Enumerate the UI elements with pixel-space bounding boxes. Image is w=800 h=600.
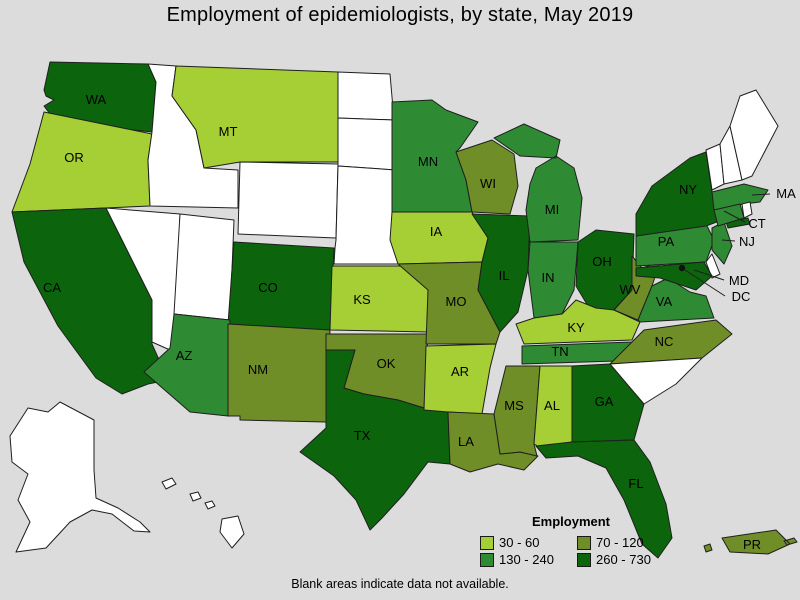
legend-grid: 30 - 60 70 - 120 130 - 240 260 - 730 xyxy=(480,536,715,567)
state-label-LA: LA xyxy=(458,434,474,449)
legend-swatch xyxy=(577,553,591,567)
state-label-IA: IA xyxy=(430,224,443,239)
state-label-TX: TX xyxy=(354,428,371,443)
legend-range-label: 30 - 60 xyxy=(499,535,540,550)
state-label-TN: TN xyxy=(551,344,568,359)
legend-swatch xyxy=(577,536,591,550)
state-WI xyxy=(455,139,519,215)
legend-item: 260 - 730 xyxy=(577,553,715,567)
state-label-DC: DC xyxy=(732,289,751,304)
state-FL xyxy=(535,439,673,559)
state-label-MT: MT xyxy=(219,124,238,139)
legend-item: 30 - 60 xyxy=(480,536,577,550)
state-label-MD: MD xyxy=(729,273,749,288)
state-PR xyxy=(703,529,798,555)
state-MI xyxy=(493,123,583,243)
state-label-GA: GA xyxy=(595,394,614,409)
state-label-NY: NY xyxy=(679,182,697,197)
footnote: Blank areas indicate data not available. xyxy=(291,577,509,591)
state-NC xyxy=(609,319,733,365)
state-label-KY: KY xyxy=(567,320,585,335)
state-label-MO: MO xyxy=(446,294,467,309)
state-RI xyxy=(741,201,753,219)
state-CO xyxy=(227,241,335,331)
state-VA xyxy=(637,277,715,323)
state-label-CO: CO xyxy=(258,280,278,295)
chart-title: Employment of epidemiologists, by state,… xyxy=(166,4,634,26)
state-label-MN: MN xyxy=(418,154,438,169)
state-label-MS: MS xyxy=(504,398,524,413)
state-label-OH: OH xyxy=(592,254,612,269)
state-label-WV: WV xyxy=(620,282,641,297)
callout-line-MA xyxy=(751,193,771,196)
state-label-KS: KS xyxy=(353,292,371,307)
state-ME xyxy=(729,89,779,181)
state-label-NC: NC xyxy=(655,334,674,349)
state-label-OR: OR xyxy=(64,150,84,165)
state-AR xyxy=(423,343,497,415)
legend-range-label: 130 - 240 xyxy=(499,552,554,567)
state-AK xyxy=(9,401,151,553)
state-label-NM: NM xyxy=(248,362,268,377)
state-SD xyxy=(337,117,399,171)
legend-item: 130 - 240 xyxy=(480,553,577,567)
state-HI xyxy=(161,477,245,549)
state-label-WA: WA xyxy=(86,92,107,107)
state-ND xyxy=(337,71,395,121)
state-label-PR: PR xyxy=(743,537,761,552)
callout-line-MD xyxy=(693,269,725,281)
legend: Employment 30 - 60 70 - 120 130 - 240 260 -… xyxy=(480,514,715,567)
state-label-PA: PA xyxy=(658,234,675,249)
state-labels-group: WA OR CA MT CO AZ NM KS OK TX MN IA MO AR LA WI IL MI IN OH… xyxy=(43,92,796,552)
state-label-FL: FL xyxy=(628,476,643,491)
state-label-AL: AL xyxy=(544,398,560,413)
state-NM xyxy=(227,323,331,423)
state-label-CT: CT xyxy=(748,216,765,231)
legend-item: 70 - 120 xyxy=(577,536,715,550)
state-label-MI: MI xyxy=(545,202,559,217)
state-label-IL: IL xyxy=(499,268,510,283)
state-CT xyxy=(713,203,745,227)
state-SC xyxy=(609,357,703,405)
state-WY xyxy=(237,161,339,239)
callout-line-NJ xyxy=(721,239,736,242)
state-marker-DC xyxy=(678,264,686,272)
state-label-NJ: NJ xyxy=(739,234,755,249)
states-group xyxy=(9,61,798,559)
state-label-CA: CA xyxy=(43,280,61,295)
state-MD xyxy=(635,261,713,291)
state-label-OK: OK xyxy=(377,356,396,371)
legend-range-label: 70 - 120 xyxy=(596,535,644,550)
state-label-VA: VA xyxy=(656,294,673,309)
state-label-AZ: AZ xyxy=(176,348,193,363)
state-label-IN: IN xyxy=(542,270,555,285)
state-label-WI: WI xyxy=(480,176,496,191)
state-label-MA: MA xyxy=(776,186,796,201)
callout-line-DC xyxy=(684,269,726,297)
legend-swatch xyxy=(480,553,494,567)
state-TX xyxy=(299,349,451,531)
legend-range-label: 260 - 730 xyxy=(596,552,651,567)
state-UT xyxy=(173,213,235,321)
callout-line-CT xyxy=(723,210,746,223)
state-AZ xyxy=(143,313,231,417)
legend-swatch xyxy=(480,536,494,550)
state-label-AR: AR xyxy=(451,364,469,379)
legend-title: Employment xyxy=(532,514,611,529)
state-KY xyxy=(515,299,641,345)
